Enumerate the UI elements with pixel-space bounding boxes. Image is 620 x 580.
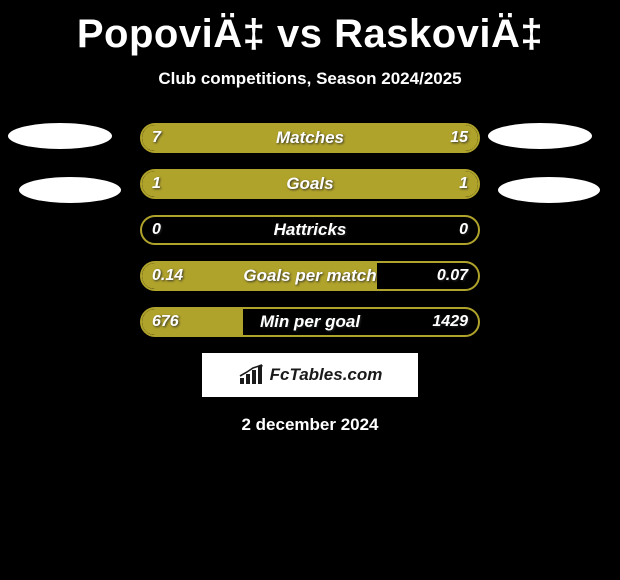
chart-icon — [238, 364, 266, 386]
stat-label: Hattricks — [142, 217, 478, 243]
stat-value-left: 0 — [152, 217, 161, 243]
comparison-area: Matches7 15 Goals1 1 Hattricks0 0 Goals per ma… — [0, 123, 620, 435]
stat-row-min-per-goal: Min per goal676 1429 — [0, 307, 620, 337]
stat-value-left: 1 — [152, 171, 161, 197]
stat-value-right: 0.07 — [437, 263, 468, 289]
stat-value-right: 0 — [459, 217, 468, 243]
page-title: PopoviÄ‡ vs RaskoviÄ‡ — [0, 0, 620, 57]
stat-bar: Goals per match0.14 0.07 — [140, 261, 480, 291]
logo-text: FcTables.com — [270, 365, 383, 385]
stat-row-goals-per-match: Goals per match0.14 0.07 — [0, 261, 620, 291]
player-ellipse-1 — [19, 177, 121, 203]
stat-label: Goals — [142, 171, 478, 197]
stat-value-right: 15 — [450, 125, 468, 151]
stat-value-right: 1429 — [432, 309, 468, 335]
stat-value-left: 0.14 — [152, 263, 183, 289]
stat-label: Matches — [142, 125, 478, 151]
logo-box: FcTables.com — [202, 353, 418, 397]
stat-bar: Min per goal676 1429 — [140, 307, 480, 337]
stat-value-right: 1 — [459, 171, 468, 197]
stat-label: Min per goal — [142, 309, 478, 335]
date-label: 2 december 2024 — [0, 415, 620, 435]
stat-label: Goals per match — [142, 263, 478, 289]
player-ellipse-0 — [8, 123, 112, 149]
stat-bar: Goals1 1 — [140, 169, 480, 199]
logo: FcTables.com — [238, 364, 383, 386]
stat-row-hattricks: Hattricks0 0 — [0, 215, 620, 245]
stat-value-left: 676 — [152, 309, 179, 335]
player-ellipse-2 — [488, 123, 592, 149]
stat-bar: Matches7 15 — [140, 123, 480, 153]
subtitle: Club competitions, Season 2024/2025 — [0, 69, 620, 89]
stat-bar: Hattricks0 0 — [140, 215, 480, 245]
player-ellipse-3 — [498, 177, 600, 203]
stat-value-left: 7 — [152, 125, 161, 151]
